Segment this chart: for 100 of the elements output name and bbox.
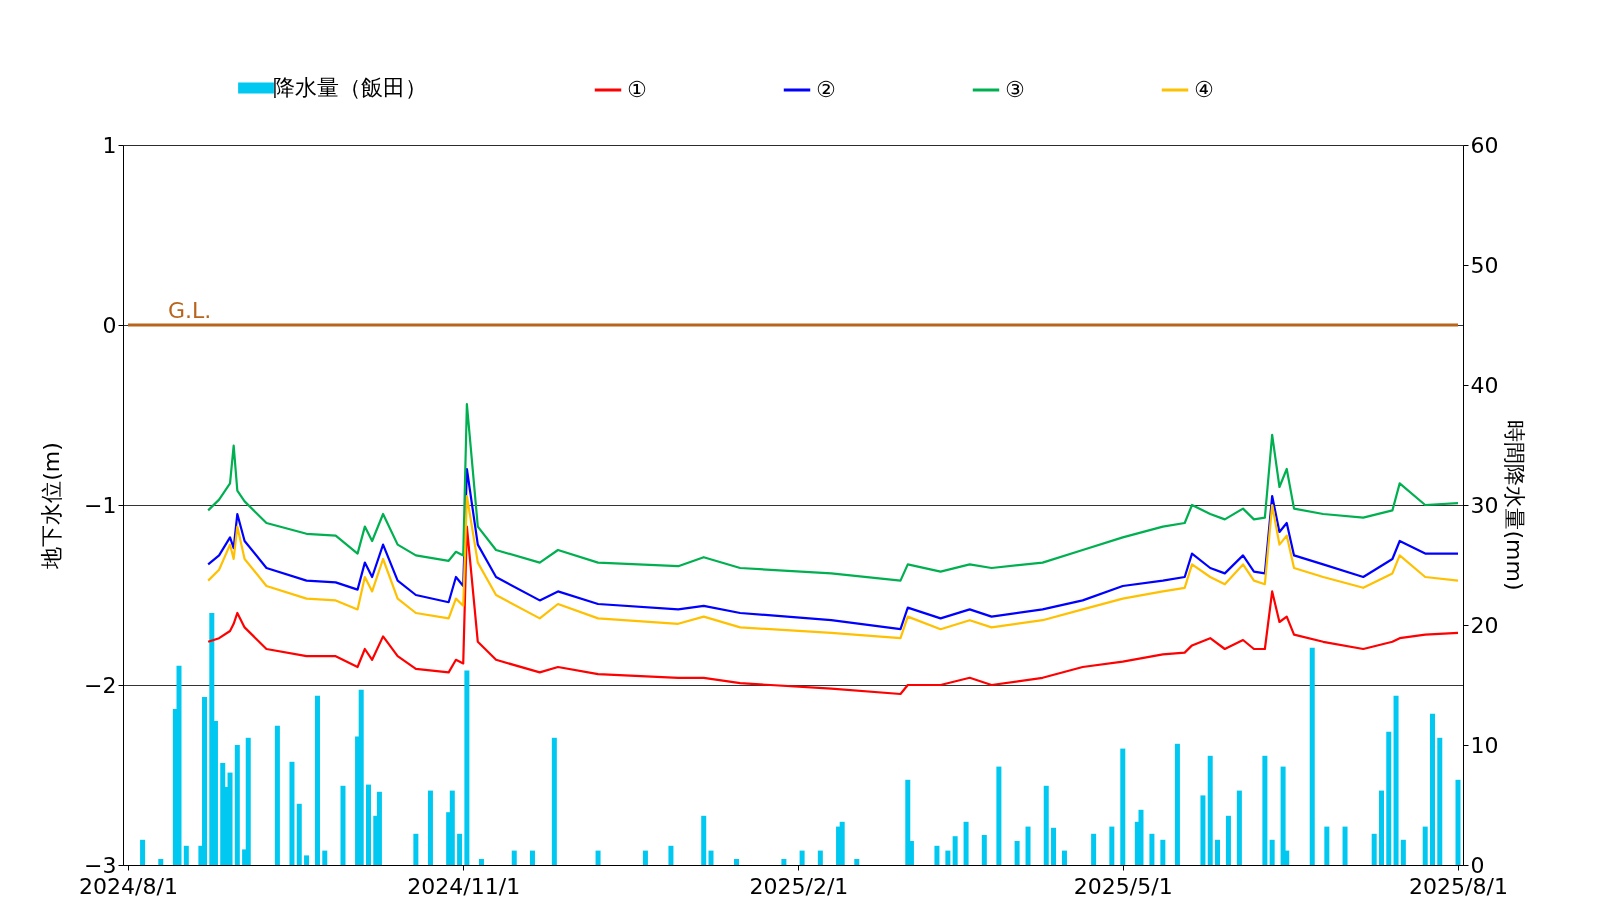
bar [1386,731,1392,865]
line-series [207,494,1460,640]
bar [478,859,484,865]
bar [322,850,328,865]
bar [963,821,969,865]
legend-label: ② [816,77,836,102]
bar [427,790,433,865]
bar [1455,779,1461,865]
bar [839,821,845,865]
bar [457,833,463,865]
bar [1120,748,1126,865]
bar [1236,790,1242,865]
bar [202,697,208,865]
bar [642,850,648,865]
bar [595,850,601,865]
bar [1378,790,1384,865]
bar [1109,826,1115,865]
bar [358,689,364,865]
bar [1043,785,1049,865]
y-tick-label: 1 [102,132,117,158]
x-tick-label: 2024/11/1 [407,873,521,899]
bar [1262,755,1268,865]
ref-line-label: G.L. [168,298,212,323]
y2-tick-label: 60 [1470,132,1499,158]
bar [781,859,787,865]
bar [1215,839,1221,865]
bar [1160,839,1166,865]
bar [854,859,860,865]
bar [511,850,517,865]
bar [1174,743,1180,865]
bar [799,850,805,865]
bar [551,737,557,865]
bar [1342,826,1348,865]
bar [1200,795,1206,865]
bar [245,737,251,865]
bar [905,779,911,865]
bar [1091,833,1097,865]
bar [1014,841,1020,865]
bar [945,850,951,865]
legend-label: 降水量（飯田） [273,75,427,100]
bar [734,859,740,865]
bar [1400,839,1406,865]
bar [996,766,1002,865]
line-series [207,525,1460,696]
bar [1207,755,1213,865]
legend-label: ③ [1005,77,1025,102]
bar [1371,833,1377,865]
bar [413,833,419,865]
bar [701,815,707,865]
y-tick-label: −1 [84,492,117,518]
bar [1149,833,1155,865]
y-tick-label: −2 [84,672,117,698]
bar [817,850,823,865]
bar [158,859,164,865]
bar [1269,839,1275,865]
bar [365,784,371,865]
bar [981,835,987,865]
x-tick-label: 2025/2/1 [749,873,849,899]
bar [1138,809,1144,865]
bar [449,790,455,865]
bar [1422,826,1428,865]
y-axis-title: 地下水位(m) [39,442,65,570]
bar [183,845,189,865]
bar [1025,826,1031,865]
bar [1225,815,1231,865]
bar [708,850,714,865]
bar [376,791,382,865]
line-series [207,467,1460,631]
bar [340,785,346,865]
bar [1051,827,1057,865]
bar [140,839,146,865]
x-tick-label: 2025/5/1 [1073,873,1173,899]
bar [1061,850,1067,865]
y2-tick-label: 20 [1470,612,1499,638]
bar [296,803,302,865]
bar [227,772,233,865]
bar [1429,713,1435,865]
legend-label: ① [627,77,647,102]
y2-tick-label: 40 [1470,372,1499,398]
y2-tick-label: 10 [1470,732,1499,758]
y2-axis-title: 時間降水量(mm) [1502,420,1528,591]
bar [304,855,310,865]
bar [1309,647,1315,865]
y-tick-label: 0 [102,312,117,338]
bar [668,845,674,865]
bar [1324,826,1330,865]
bar [176,665,182,865]
y2-tick-label: 50 [1470,252,1499,278]
bar [314,695,320,865]
legend-label: ④ [1194,77,1214,102]
bar [274,725,280,865]
bar [1280,766,1286,865]
bar [464,670,470,865]
bar [234,745,240,865]
bar [952,836,958,865]
bar [529,850,535,865]
bar [934,845,940,865]
bar [289,761,295,865]
y2-tick-label: 30 [1470,492,1499,518]
bar [1393,695,1399,865]
